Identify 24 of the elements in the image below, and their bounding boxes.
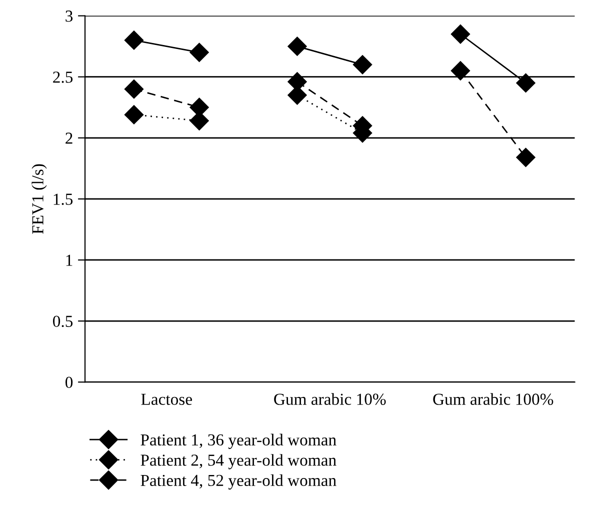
point xyxy=(124,80,144,99)
point xyxy=(450,24,470,44)
x-tick-label: Gum arabic 10% xyxy=(274,393,386,405)
point xyxy=(124,105,144,124)
point xyxy=(450,61,470,80)
y-tick-label: 0.5 xyxy=(53,316,73,328)
legend-label: Patient 4, 52 year-old woman xyxy=(140,474,336,490)
y-tick-label: 0 xyxy=(66,376,73,388)
x-tick-label: Lactose xyxy=(141,394,192,405)
point xyxy=(124,30,144,50)
y-tick-label: 2 xyxy=(66,132,72,144)
y-tick-label: 1.5 xyxy=(54,194,73,205)
legend-label: Patient 2, 54 year-old woman xyxy=(140,454,336,470)
point xyxy=(288,36,307,56)
point xyxy=(516,73,536,92)
y-axis-title: FEV1 (l/s) xyxy=(32,164,47,234)
y-tick-label: 1 xyxy=(66,254,72,266)
point xyxy=(516,148,536,167)
y-tick-label: 3 xyxy=(66,10,73,22)
legend-label: Patient 1, 36 year-old woman xyxy=(140,434,336,449)
point xyxy=(190,42,209,62)
point xyxy=(352,55,372,74)
x-tick-label: Gum arabic 100% xyxy=(433,393,554,405)
y-tick-label: 2.5 xyxy=(53,72,73,83)
